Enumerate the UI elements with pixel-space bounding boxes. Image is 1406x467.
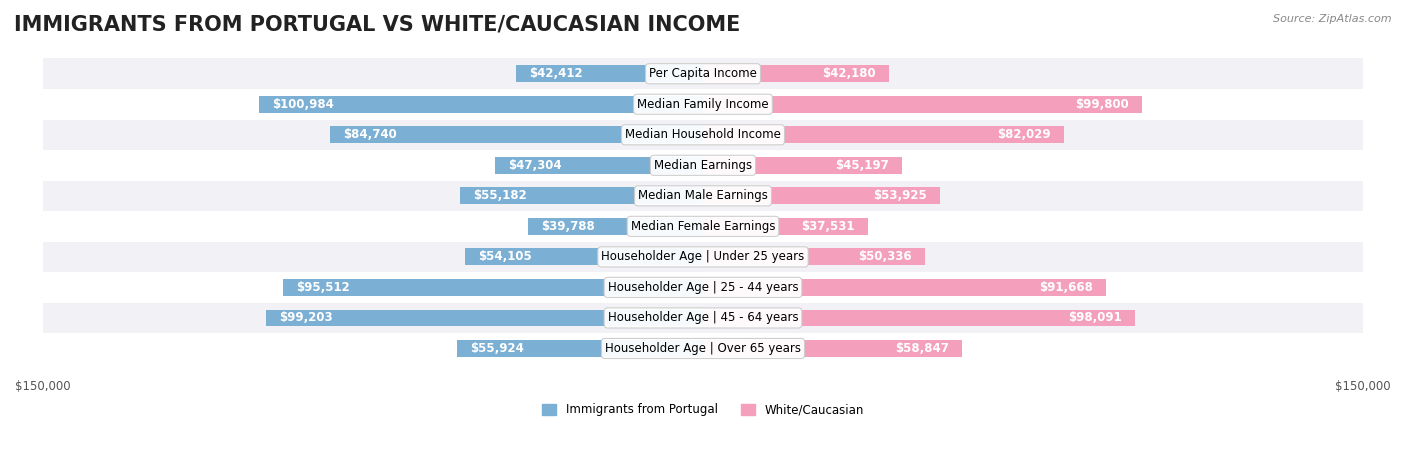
Text: Median Female Earnings: Median Female Earnings [631, 220, 775, 233]
Text: Householder Age | 25 - 44 years: Householder Age | 25 - 44 years [607, 281, 799, 294]
Text: $100,984: $100,984 [271, 98, 333, 111]
Text: $55,924: $55,924 [470, 342, 524, 355]
Bar [703, 218, 868, 235]
Bar [516, 65, 703, 82]
Text: $99,203: $99,203 [280, 311, 333, 325]
Bar [266, 310, 703, 326]
Bar [703, 65, 889, 82]
Bar [465, 248, 703, 265]
Text: $99,800: $99,800 [1076, 98, 1129, 111]
Bar [42, 150, 1364, 181]
Text: $50,336: $50,336 [858, 250, 911, 263]
Bar [42, 303, 1364, 333]
Text: Householder Age | Under 25 years: Householder Age | Under 25 years [602, 250, 804, 263]
Bar [703, 310, 1135, 326]
Text: $54,105: $54,105 [478, 250, 531, 263]
Bar [42, 120, 1364, 150]
Text: $53,925: $53,925 [873, 189, 927, 202]
Text: $47,304: $47,304 [508, 159, 561, 172]
Bar [703, 127, 1064, 143]
Bar [42, 211, 1364, 241]
Bar [330, 127, 703, 143]
Bar [457, 340, 703, 357]
Bar [703, 279, 1107, 296]
Bar [259, 96, 703, 113]
Bar [703, 187, 941, 204]
Text: $58,847: $58,847 [896, 342, 949, 355]
Text: $39,788: $39,788 [541, 220, 595, 233]
Bar [42, 241, 1364, 272]
Bar [495, 157, 703, 174]
Text: Median Male Earnings: Median Male Earnings [638, 189, 768, 202]
Text: Householder Age | 45 - 64 years: Householder Age | 45 - 64 years [607, 311, 799, 325]
Text: $37,531: $37,531 [801, 220, 855, 233]
Text: Median Household Income: Median Household Income [626, 128, 780, 142]
Text: $42,412: $42,412 [530, 67, 583, 80]
Text: Per Capita Income: Per Capita Income [650, 67, 756, 80]
Bar [703, 157, 901, 174]
Text: $82,029: $82,029 [997, 128, 1050, 142]
Bar [460, 187, 703, 204]
Bar [42, 89, 1364, 120]
Bar [42, 58, 1364, 89]
Text: $42,180: $42,180 [823, 67, 876, 80]
Bar [283, 279, 703, 296]
Bar [42, 272, 1364, 303]
Bar [703, 340, 962, 357]
Text: Median Earnings: Median Earnings [654, 159, 752, 172]
Bar [42, 181, 1364, 211]
Bar [703, 96, 1142, 113]
Text: $95,512: $95,512 [295, 281, 350, 294]
Bar [703, 248, 925, 265]
Bar [42, 333, 1364, 364]
Text: $55,182: $55,182 [474, 189, 527, 202]
Text: $45,197: $45,197 [835, 159, 889, 172]
Text: Householder Age | Over 65 years: Householder Age | Over 65 years [605, 342, 801, 355]
Text: $98,091: $98,091 [1067, 311, 1122, 325]
Text: $91,668: $91,668 [1039, 281, 1094, 294]
Legend: Immigrants from Portugal, White/Caucasian: Immigrants from Portugal, White/Caucasia… [537, 399, 869, 421]
Text: Source: ZipAtlas.com: Source: ZipAtlas.com [1274, 14, 1392, 24]
Text: Median Family Income: Median Family Income [637, 98, 769, 111]
Text: IMMIGRANTS FROM PORTUGAL VS WHITE/CAUCASIAN INCOME: IMMIGRANTS FROM PORTUGAL VS WHITE/CAUCAS… [14, 14, 741, 34]
Text: $84,740: $84,740 [343, 128, 396, 142]
Bar [527, 218, 703, 235]
